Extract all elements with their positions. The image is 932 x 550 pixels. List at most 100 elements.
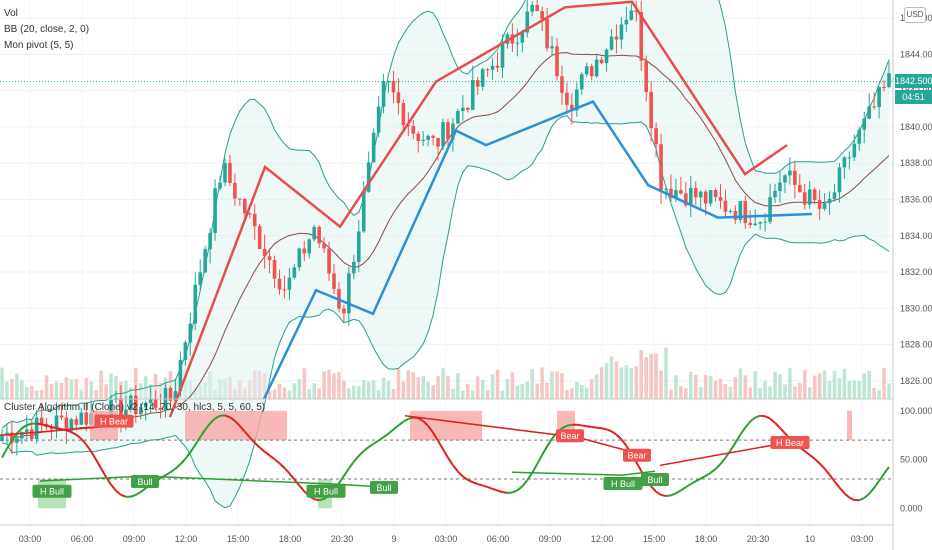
osc-segment bbox=[705, 471, 712, 477]
osc-segment bbox=[714, 463, 722, 470]
osc-segment bbox=[680, 486, 687, 492]
osc-segment bbox=[531, 463, 539, 474]
osc-segment bbox=[685, 483, 692, 489]
volume-bar bbox=[713, 380, 718, 399]
osc-segment bbox=[749, 416, 756, 423]
volume-bar bbox=[634, 366, 639, 399]
candle-body bbox=[168, 388, 173, 401]
volume-bar bbox=[728, 386, 733, 399]
volume-bar bbox=[99, 370, 103, 399]
osc-segment bbox=[313, 498, 320, 502]
volume-bar bbox=[773, 371, 777, 399]
volume-bar bbox=[39, 390, 44, 399]
volume-bar bbox=[738, 368, 743, 399]
legend-vol[interactable]: Vol bbox=[4, 8, 18, 19]
volume-bar bbox=[793, 386, 797, 399]
osc-segment bbox=[610, 430, 618, 436]
candle-body bbox=[0, 435, 4, 441]
osc-segment bbox=[204, 422, 211, 431]
volume-bar bbox=[644, 357, 648, 399]
volume-bar bbox=[664, 347, 668, 399]
osc-segment bbox=[487, 486, 493, 490]
bb-fill bbox=[2, 0, 889, 508]
candle-body bbox=[119, 398, 123, 419]
candle-body bbox=[54, 415, 59, 430]
volume-bar bbox=[599, 367, 604, 399]
candle-body bbox=[461, 107, 465, 111]
pivot-high-line bbox=[168, 0, 788, 418]
candle-body bbox=[247, 213, 252, 215]
volume-bar bbox=[54, 381, 59, 399]
volume-bar bbox=[15, 373, 19, 399]
countdown-tag: 04:51 bbox=[895, 90, 932, 104]
price-tick-label: 1836.000 bbox=[900, 195, 932, 205]
price-tick-label: 1828.000 bbox=[900, 340, 932, 350]
candle-body bbox=[238, 198, 242, 200]
candle-body bbox=[416, 133, 421, 142]
osc-segment bbox=[283, 467, 291, 475]
candle-body bbox=[555, 46, 559, 77]
price-tick-label: 1838.000 bbox=[900, 158, 932, 168]
candle-body bbox=[698, 191, 703, 198]
candle-body bbox=[674, 190, 678, 198]
candle-body bbox=[743, 201, 748, 223]
volume-bar bbox=[20, 379, 24, 399]
price-tick-label: 1832.000 bbox=[900, 267, 932, 277]
legend-pivot[interactable]: Mon pivot (5, 5) bbox=[4, 40, 74, 51]
osc-segment bbox=[516, 485, 523, 492]
volume-bar bbox=[555, 371, 559, 399]
candle-body bbox=[520, 32, 525, 43]
candle-body bbox=[356, 231, 361, 262]
candle-body bbox=[243, 198, 247, 214]
candle-body bbox=[798, 184, 802, 193]
signal-label-bg bbox=[94, 414, 134, 428]
volume-bar bbox=[515, 385, 520, 399]
osc-segment bbox=[873, 480, 880, 489]
osc-segment bbox=[566, 423, 573, 427]
osc-segment bbox=[591, 425, 597, 429]
volume-bar bbox=[708, 376, 713, 399]
candle-body bbox=[624, 19, 629, 25]
candle-body bbox=[198, 272, 203, 285]
osc-segment bbox=[541, 445, 548, 456]
candle-body bbox=[713, 190, 718, 198]
volume-bar bbox=[604, 363, 609, 399]
volume-bar bbox=[812, 375, 817, 399]
signal-label-bg bbox=[603, 476, 643, 490]
osc-segment bbox=[695, 477, 702, 483]
volume-bar bbox=[470, 390, 475, 399]
legend-oscillator[interactable]: Cluster Algorithm II (Clone) v2 (14, 70,… bbox=[4, 402, 266, 413]
volume-bar bbox=[24, 387, 29, 399]
candle-body bbox=[124, 409, 128, 419]
volume-bar bbox=[579, 384, 584, 399]
legend-bb[interactable]: BB (20, close, 2, 0) bbox=[4, 24, 90, 35]
volume-bar bbox=[69, 379, 74, 399]
osc-segment bbox=[660, 493, 667, 498]
osc-tick-label: 50.000 bbox=[900, 455, 928, 465]
currency-badge[interactable]: USD bbox=[904, 7, 926, 23]
osc-segment bbox=[130, 493, 137, 498]
candle-body bbox=[79, 412, 84, 425]
volume-bar bbox=[872, 388, 876, 399]
candle-body bbox=[208, 232, 212, 250]
candle-body bbox=[688, 187, 693, 206]
osc-segment bbox=[452, 464, 459, 473]
volume-bar bbox=[565, 389, 569, 399]
osc-segment bbox=[586, 425, 592, 428]
candle-body bbox=[342, 308, 346, 314]
candle-body bbox=[312, 226, 316, 240]
candle-body bbox=[773, 191, 777, 198]
volume-bar bbox=[124, 381, 128, 399]
volume-bar bbox=[520, 383, 525, 399]
time-tick-label: 03:00 bbox=[19, 534, 42, 544]
candle-body bbox=[540, 11, 544, 19]
signal-label: H Bear bbox=[100, 417, 128, 427]
volume-bar bbox=[376, 390, 381, 399]
volume-bar bbox=[867, 371, 871, 399]
osc-segment bbox=[432, 432, 439, 442]
candle-body bbox=[614, 36, 619, 40]
volume-bar bbox=[133, 367, 138, 399]
volume-bar bbox=[44, 375, 49, 399]
osc-segment bbox=[135, 491, 142, 496]
